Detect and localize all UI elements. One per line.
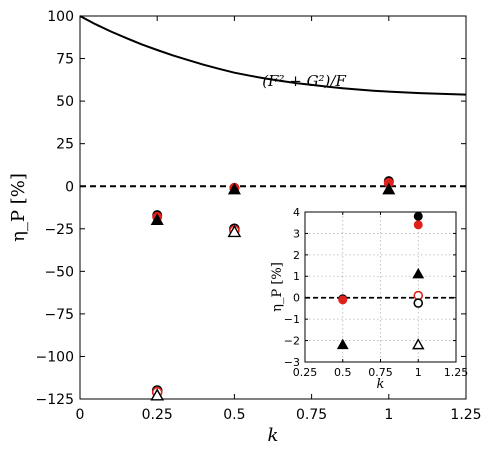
data-point-triangle-filled-black bbox=[150, 213, 164, 226]
y-tick-label: −75 bbox=[44, 307, 74, 323]
y-tick-label: 75 bbox=[56, 52, 74, 68]
y-axis-label: η_P [%] bbox=[8, 173, 29, 242]
plot-area bbox=[305, 212, 456, 362]
axes-frame bbox=[79, 15, 467, 400]
x-tick-label: 0.25 bbox=[293, 366, 318, 379]
data-point-circle-open-black bbox=[413, 298, 424, 308]
y-tick-label: 0 bbox=[65, 179, 74, 195]
x-tick-label: 0.5 bbox=[223, 407, 245, 423]
y-tick-label: −50 bbox=[44, 264, 74, 280]
data-point-circle-filled-red bbox=[413, 220, 423, 230]
x-tick-label: 0.75 bbox=[296, 407, 327, 423]
y-tick-label: 100 bbox=[47, 9, 74, 25]
data-point-triangle-open-black bbox=[412, 338, 425, 350]
y-tick-label: −1 bbox=[284, 313, 300, 326]
y-tick-label: −25 bbox=[44, 222, 74, 238]
x-tick-label: 0.5 bbox=[334, 366, 352, 379]
data-point-triangle-filled-black bbox=[336, 338, 349, 350]
y-tick-label: 2 bbox=[293, 249, 300, 262]
data-point-triangle-filled-black bbox=[382, 182, 396, 195]
curve-label: (F² + G²)/F bbox=[262, 72, 346, 90]
x-tick-label: 0 bbox=[76, 407, 85, 423]
y-tick-label: −125 bbox=[36, 392, 74, 408]
y-tick-label: 4 bbox=[293, 206, 300, 219]
curve-line bbox=[79, 15, 467, 96]
x-axis-label: k bbox=[268, 425, 279, 446]
x-tick-label: 1 bbox=[384, 407, 393, 423]
x-tick-label: 1 bbox=[415, 366, 422, 379]
inset-chart: 0.25 0.5 0.75 1 1.25 4 3 2 1 0 −1 −2 −3 k η_P [%] bbox=[270, 206, 468, 392]
y-axis-label: η_P [%] bbox=[270, 262, 285, 312]
data-point-circle-filled-red bbox=[338, 295, 348, 305]
y-tick-label: 25 bbox=[56, 137, 74, 153]
data-point-triangle-filled-black bbox=[227, 182, 241, 195]
data-point-triangle-filled-black bbox=[412, 267, 425, 279]
y-tick-label: 50 bbox=[56, 94, 74, 110]
y-tick-label: 3 bbox=[293, 227, 300, 240]
x-tick-label: 0.75 bbox=[368, 366, 393, 379]
x-tick-label: 1.25 bbox=[444, 366, 469, 379]
main-chart: 0 0.25 0.5 0.75 1 1.251007550250−25−50−75−100… bbox=[8, 9, 482, 446]
data-point-triangle-open-black bbox=[150, 388, 165, 401]
y-tick-label: −3 bbox=[284, 356, 300, 369]
y-tick-label: −100 bbox=[36, 349, 74, 365]
data-point-triangle-open-black bbox=[227, 224, 242, 238]
y-tick-label: 0 bbox=[293, 292, 300, 305]
y-tick-label: 1 bbox=[293, 270, 300, 283]
y-tick-label: −2 bbox=[284, 335, 300, 348]
x-tick-label: 0.25 bbox=[142, 407, 173, 423]
x-axis-label: k bbox=[377, 377, 385, 392]
x-tick-label: 1.25 bbox=[450, 407, 481, 423]
data-point-circle-filled-black bbox=[413, 211, 423, 221]
